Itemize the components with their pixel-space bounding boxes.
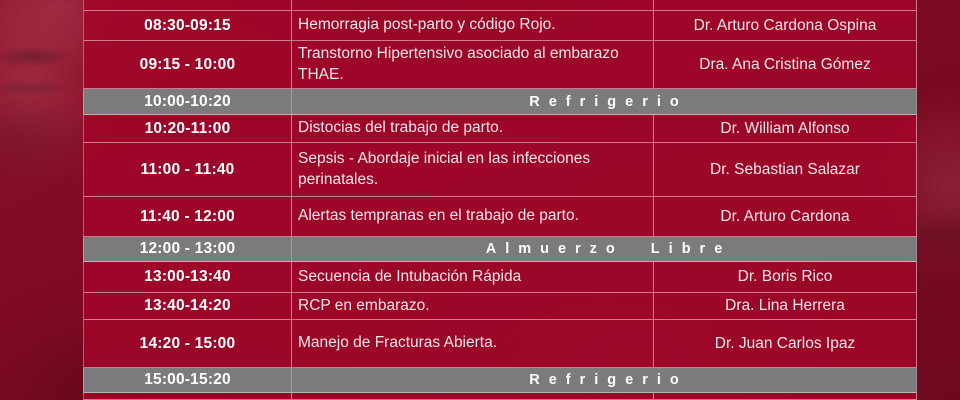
topic-cell: Manejo de Fracturas Abierta.: [292, 320, 654, 367]
schedule-row: 11:40 - 12:00 Alertas tempranas en el tr…: [83, 197, 917, 237]
partial-row: [83, 0, 917, 11]
schedule-row: 13:00-13:40 Secuencia de Intubación Rápi…: [83, 262, 917, 293]
topic-cell: RCP en embarazo.: [292, 293, 654, 319]
topic-cell: Alertas tempranas en el trabajo de parto…: [292, 197, 654, 236]
topic-cell: Sepsis - Abordaje inicial en las infecci…: [292, 143, 654, 196]
time-cell: 12:00 - 13:00: [84, 237, 292, 261]
break-row: 10:00-10:20 Refrigerio: [83, 89, 917, 115]
schedule-row: 08:30-09:15 Hemorragia post-parto y códi…: [83, 11, 917, 41]
speaker-cell: Dr. Arturo Cardona Ospina: [654, 11, 917, 40]
speaker-cell: [654, 393, 917, 399]
speaker-cell: Dra. Lina Herrera: [654, 293, 917, 319]
speaker-cell: Dr. Juan Carlos Ipaz: [654, 320, 917, 367]
time-cell: 08:30-09:15: [84, 11, 292, 40]
schedule-row: 09:15 - 10:00 Transtorno Hipertensivo as…: [83, 41, 917, 89]
speaker-cell: Dr. Sebastian Salazar: [654, 143, 917, 196]
break-label: Refrigerio: [292, 89, 917, 114]
speaker-cell: [654, 0, 917, 10]
time-cell: 09:15 - 10:00: [84, 41, 292, 88]
speaker-cell: Dr. Boris Rico: [654, 262, 917, 292]
time-cell: 11:00 - 11:40: [84, 143, 292, 196]
topic-cell: [292, 393, 654, 399]
time-cell: 11:40 - 12:00: [84, 197, 292, 236]
time-cell: [84, 393, 292, 399]
speaker-cell: Dr. Arturo Cardona: [654, 197, 917, 236]
time-cell: 10:20-11:00: [84, 115, 292, 142]
schedule-row: 10:20-11:00 Distocias del trabajo de par…: [83, 115, 917, 143]
break-row: 15:00-15:20 Refrigerio: [83, 368, 917, 393]
schedule-table: 08:30-09:15 Hemorragia post-parto y códi…: [83, 0, 917, 400]
time-cell: [84, 0, 292, 10]
break-row: 12:00 - 13:00 Almuerzo Libre: [83, 237, 917, 262]
break-label: Refrigerio: [292, 368, 917, 392]
partial-row: [83, 393, 917, 400]
time-cell: 14:20 - 15:00: [84, 320, 292, 367]
schedule-row: 11:00 - 11:40 Sepsis - Abordaje inicial …: [83, 143, 917, 197]
topic-cell: Distocias del trabajo de parto.: [292, 115, 654, 142]
time-cell: 10:00-10:20: [84, 89, 292, 114]
time-cell: 13:40-14:20: [84, 293, 292, 319]
topic-cell: Hemorragia post-parto y código Rojo.: [292, 11, 654, 40]
schedule-row: 13:40-14:20 RCP en embarazo. Dra. Lina H…: [83, 293, 917, 320]
topic-cell: Secuencia de Intubación Rápida: [292, 262, 654, 292]
break-label: Almuerzo Libre: [292, 237, 917, 261]
topic-cell: Transtorno Hipertensivo asociado al emba…: [292, 41, 654, 88]
speaker-cell: Dr. William Alfonso: [654, 115, 917, 142]
time-cell: 13:00-13:40: [84, 262, 292, 292]
speaker-cell: Dra. Ana Cristina Gómez: [654, 41, 917, 88]
schedule-row: 14:20 - 15:00 Manejo de Fracturas Abiert…: [83, 320, 917, 368]
topic-cell: [292, 0, 654, 10]
time-cell: 15:00-15:20: [84, 368, 292, 392]
